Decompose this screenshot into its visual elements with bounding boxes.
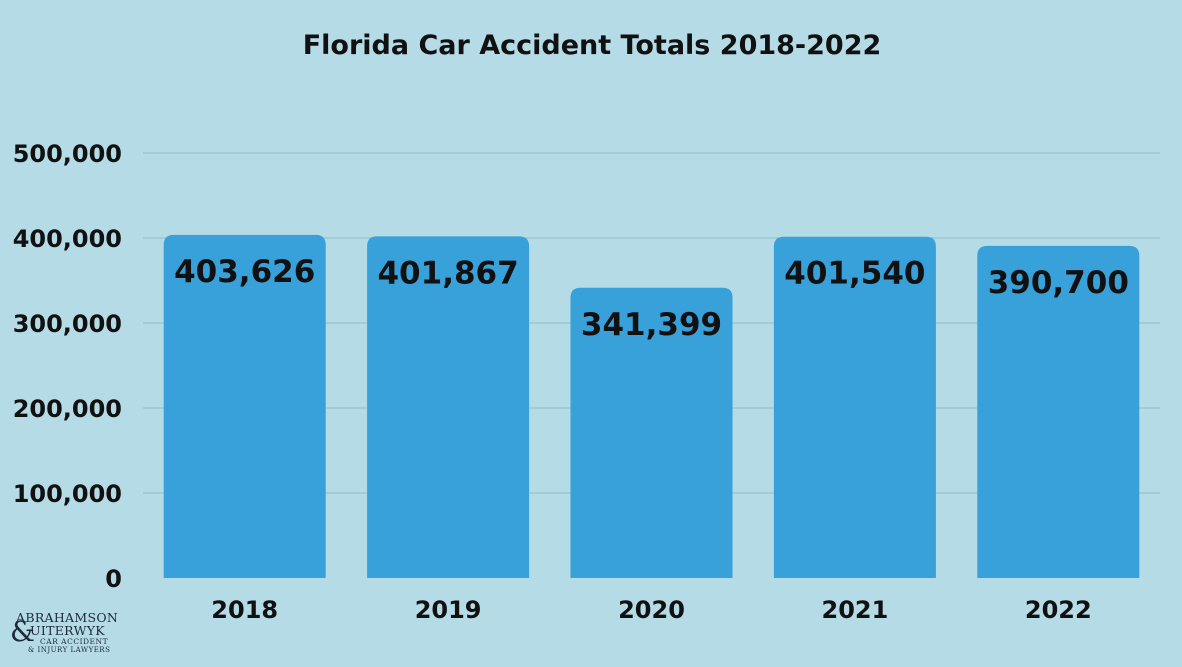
y-tick-label: 200,000 [13, 395, 122, 423]
bar-2022 [977, 245, 1140, 578]
bar-2018 [163, 234, 326, 578]
data-label: 401,540 [784, 256, 925, 292]
label-layer: 403,626 401,867 341,399 401,540 390,700 [174, 254, 1129, 343]
x-tick-label: 2022 [1025, 596, 1092, 624]
logo-line-1: ABRAHAMSON [16, 610, 119, 625]
bar-2021 [773, 236, 936, 579]
bar-2019 [367, 236, 530, 578]
logo-line-4: & INJURY LAWYERS [28, 646, 111, 654]
y-tick-label: 100,000 [13, 480, 122, 508]
y-tick-label: 300,000 [13, 310, 122, 338]
data-label: 390,700 [988, 265, 1129, 301]
x-tick-label: 2020 [618, 596, 685, 624]
logo-ampersand: & [10, 615, 35, 648]
y-tick-label: 0 [105, 565, 122, 593]
logo-line-2: UITERWYK [30, 623, 105, 638]
x-tick-label: 2021 [822, 596, 889, 624]
brand-logo: ABRAHAMSON & UITERWYK CAR ACCIDENT & INJ… [10, 610, 130, 658]
data-label: 401,867 [377, 255, 518, 291]
x-tick-label: 2019 [415, 596, 482, 624]
data-label: 341,399 [581, 307, 722, 343]
x-axis-ticks: 2018 2019 2020 2021 2022 [211, 596, 1091, 624]
data-label: 403,626 [174, 254, 315, 290]
bar-2020 [570, 287, 733, 578]
y-axis-ticks: 0 100,000 200,000 300,000 400,000 500,000 [13, 140, 122, 593]
logo-line-3: CAR ACCIDENT [40, 637, 109, 646]
bar-layer [163, 234, 1140, 579]
y-tick-label: 500,000 [13, 140, 122, 168]
x-tick-label: 2018 [211, 596, 278, 624]
chart-title: Florida Car Accident Totals 2018-2022 [303, 30, 882, 61]
y-tick-label: 400,000 [13, 225, 122, 253]
